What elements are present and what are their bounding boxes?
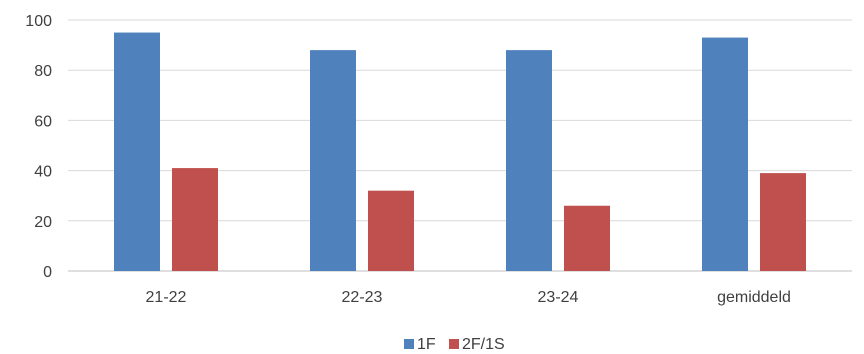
legend-label-0: 1F — [417, 336, 436, 353]
bar-1f-22-23 — [310, 50, 356, 272]
y-tick-label-4: 80 — [34, 63, 52, 80]
legend-swatch-0 — [404, 339, 414, 349]
y-tick-label-2: 40 — [34, 164, 52, 181]
x-tick-label-1: 22-23 — [342, 289, 383, 306]
bar-1f-21-22 — [114, 32, 160, 271]
bars — [114, 32, 806, 272]
bar-1f-23-24 — [506, 50, 552, 272]
bar-2f-1s-23-24 — [564, 205, 610, 271]
bar-2f-1s-gemiddeld — [760, 173, 806, 271]
x-tick-label-0: 21-22 — [146, 289, 187, 306]
bar-2f-1s-21-22 — [172, 168, 218, 271]
bar-1f-gemiddeld — [702, 37, 748, 271]
legend-swatch-1 — [449, 339, 459, 349]
legend-label-1: 2F/1S — [462, 336, 505, 353]
y-tick-label-3: 60 — [34, 113, 52, 130]
x-axis: 21-22 22-23 23-24 gemiddeld — [146, 289, 791, 306]
y-axis: 0 20 40 60 80 100 — [25, 13, 52, 281]
x-tick-label-3: gemiddeld — [717, 289, 791, 306]
legend: 1F 2F/1S — [404, 336, 505, 353]
y-tick-label-5: 100 — [25, 13, 52, 30]
y-tick-label-1: 20 — [34, 214, 52, 231]
x-tick-label-2: 23-24 — [538, 289, 579, 306]
bar-2f-1s-22-23 — [368, 190, 414, 271]
y-tick-label-0: 0 — [43, 264, 52, 281]
